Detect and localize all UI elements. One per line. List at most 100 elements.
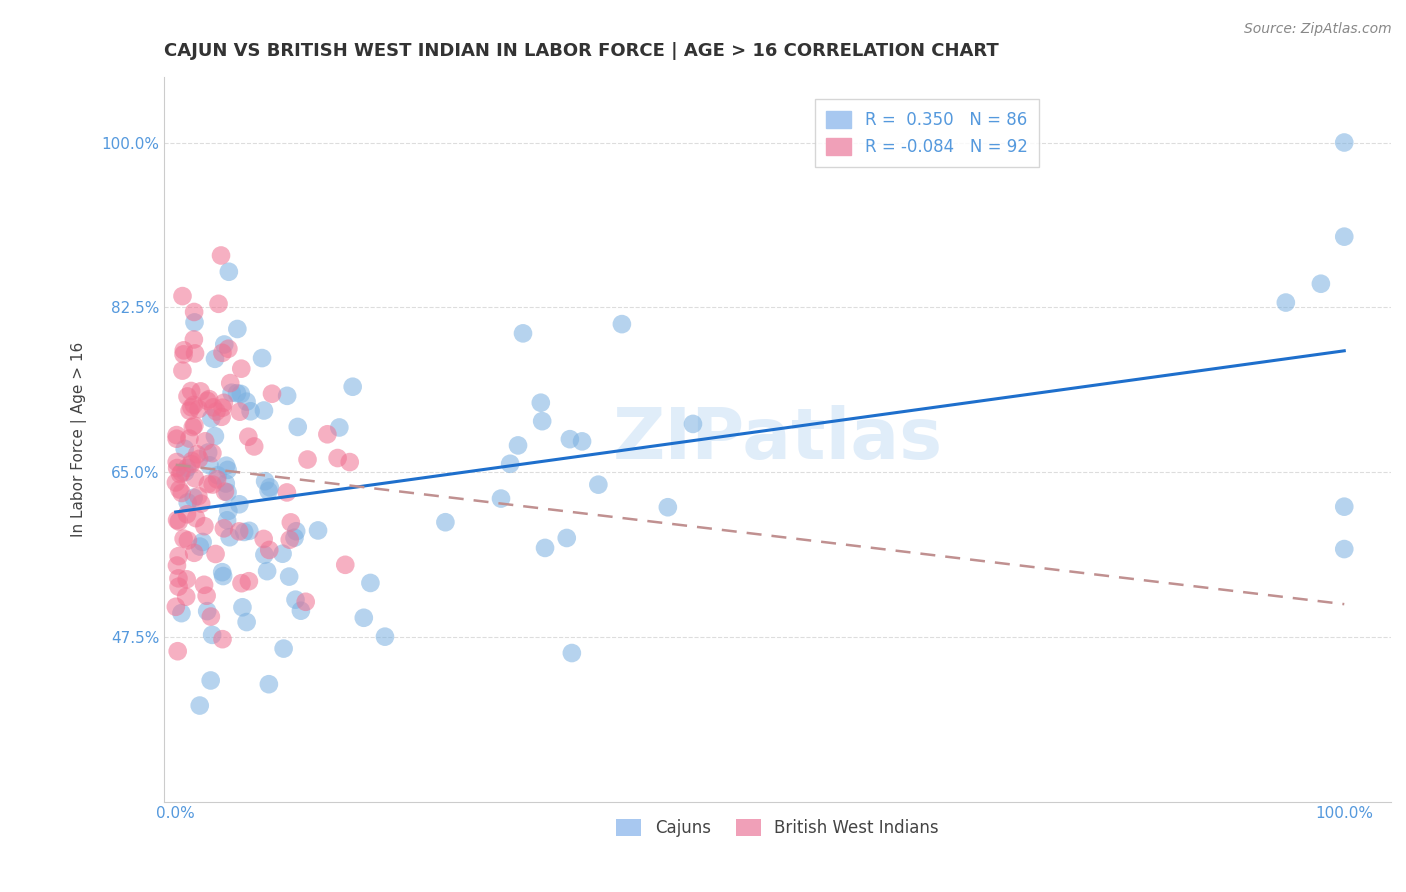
Cajuns	[197, 445, 219, 459]
Cajuns	[235, 615, 257, 629]
British West Indians	[169, 483, 191, 497]
Cajuns	[207, 468, 229, 483]
British West Indians	[209, 248, 232, 262]
British West Indians	[166, 558, 188, 573]
British West Indians	[179, 432, 201, 446]
Cajuns	[221, 385, 243, 400]
British West Indians	[339, 455, 361, 469]
Cajuns	[176, 495, 198, 509]
British West Indians	[238, 430, 260, 444]
Cajuns	[512, 326, 534, 341]
Cajuns	[198, 458, 221, 473]
Cajuns	[257, 677, 280, 691]
British West Indians	[170, 466, 193, 480]
British West Indians	[212, 521, 235, 535]
British West Indians	[172, 289, 194, 303]
Cajuns	[682, 417, 704, 431]
Cajuns	[183, 315, 205, 329]
British West Indians	[294, 595, 316, 609]
Cajuns	[195, 604, 218, 618]
British West Indians	[228, 524, 250, 539]
Cajuns	[174, 465, 197, 479]
Cajuns	[215, 458, 238, 473]
British West Indians	[231, 576, 253, 591]
British West Indians	[259, 543, 281, 558]
British West Indians	[169, 467, 191, 482]
Cajuns	[342, 380, 364, 394]
British West Indians	[173, 347, 195, 361]
British West Indians	[183, 398, 205, 412]
Cajuns	[1333, 229, 1355, 244]
Y-axis label: In Labor Force | Age > 16: In Labor Force | Age > 16	[72, 342, 87, 537]
Cajuns	[212, 569, 235, 583]
Cajuns	[173, 442, 195, 456]
Cajuns	[276, 389, 298, 403]
British West Indians	[166, 432, 188, 446]
Cajuns	[561, 646, 583, 660]
British West Indians	[202, 401, 225, 415]
British West Indians	[166, 455, 188, 469]
Cajuns	[489, 491, 512, 506]
Cajuns	[558, 432, 581, 446]
British West Indians	[173, 343, 195, 358]
Cajuns	[283, 531, 305, 545]
British West Indians	[195, 589, 218, 603]
British West Indians	[204, 547, 226, 561]
Cajuns	[571, 434, 593, 449]
British West Indians	[184, 511, 207, 525]
British West Indians	[180, 457, 202, 471]
Cajuns	[170, 606, 193, 620]
British West Indians	[316, 427, 339, 442]
Cajuns	[176, 460, 198, 475]
Cajuns	[499, 457, 522, 471]
British West Indians	[211, 346, 233, 360]
British West Indians	[243, 439, 266, 453]
British West Indians	[217, 342, 239, 356]
Cajuns	[588, 477, 610, 491]
British West Indians	[166, 513, 188, 527]
British West Indians	[193, 519, 215, 533]
British West Indians	[167, 580, 190, 594]
British West Indians	[184, 346, 207, 360]
Cajuns	[239, 404, 262, 418]
British West Indians	[253, 532, 276, 546]
Cajuns	[1333, 542, 1355, 557]
Text: CAJUN VS BRITISH WEST INDIAN IN LABOR FORCE | AGE > 16 CORRELATION CHART: CAJUN VS BRITISH WEST INDIAN IN LABOR FO…	[165, 42, 998, 60]
Cajuns	[226, 386, 249, 401]
Cajuns	[188, 698, 211, 713]
Cajuns	[1275, 295, 1298, 310]
Cajuns	[200, 673, 222, 688]
British West Indians	[297, 452, 319, 467]
Cajuns	[253, 548, 276, 562]
Cajuns	[254, 474, 277, 488]
British West Indians	[198, 392, 221, 406]
Cajuns	[610, 317, 633, 331]
Cajuns	[215, 476, 238, 491]
British West Indians	[187, 402, 209, 417]
British West Indians	[176, 572, 198, 586]
British West Indians	[184, 471, 207, 485]
British West Indians	[326, 450, 349, 465]
Cajuns	[204, 429, 226, 443]
British West Indians	[186, 447, 208, 461]
Cajuns	[284, 592, 307, 607]
British West Indians	[177, 533, 200, 548]
Cajuns	[191, 535, 214, 549]
British West Indians	[211, 401, 233, 415]
Legend: Cajuns, British West Indians: Cajuns, British West Indians	[610, 813, 945, 844]
Cajuns	[353, 611, 375, 625]
Cajuns	[1333, 500, 1355, 514]
British West Indians	[219, 376, 242, 390]
Cajuns	[188, 540, 211, 554]
Cajuns	[231, 600, 253, 615]
British West Indians	[205, 472, 228, 486]
British West Indians	[166, 644, 188, 658]
British West Indians	[167, 515, 190, 529]
Cajuns	[531, 414, 554, 428]
British West Indians	[238, 574, 260, 589]
Cajuns	[218, 530, 240, 544]
British West Indians	[180, 401, 202, 415]
Text: Source: ZipAtlas.com: Source: ZipAtlas.com	[1244, 22, 1392, 37]
British West Indians	[166, 428, 188, 442]
British West Indians	[201, 477, 224, 491]
